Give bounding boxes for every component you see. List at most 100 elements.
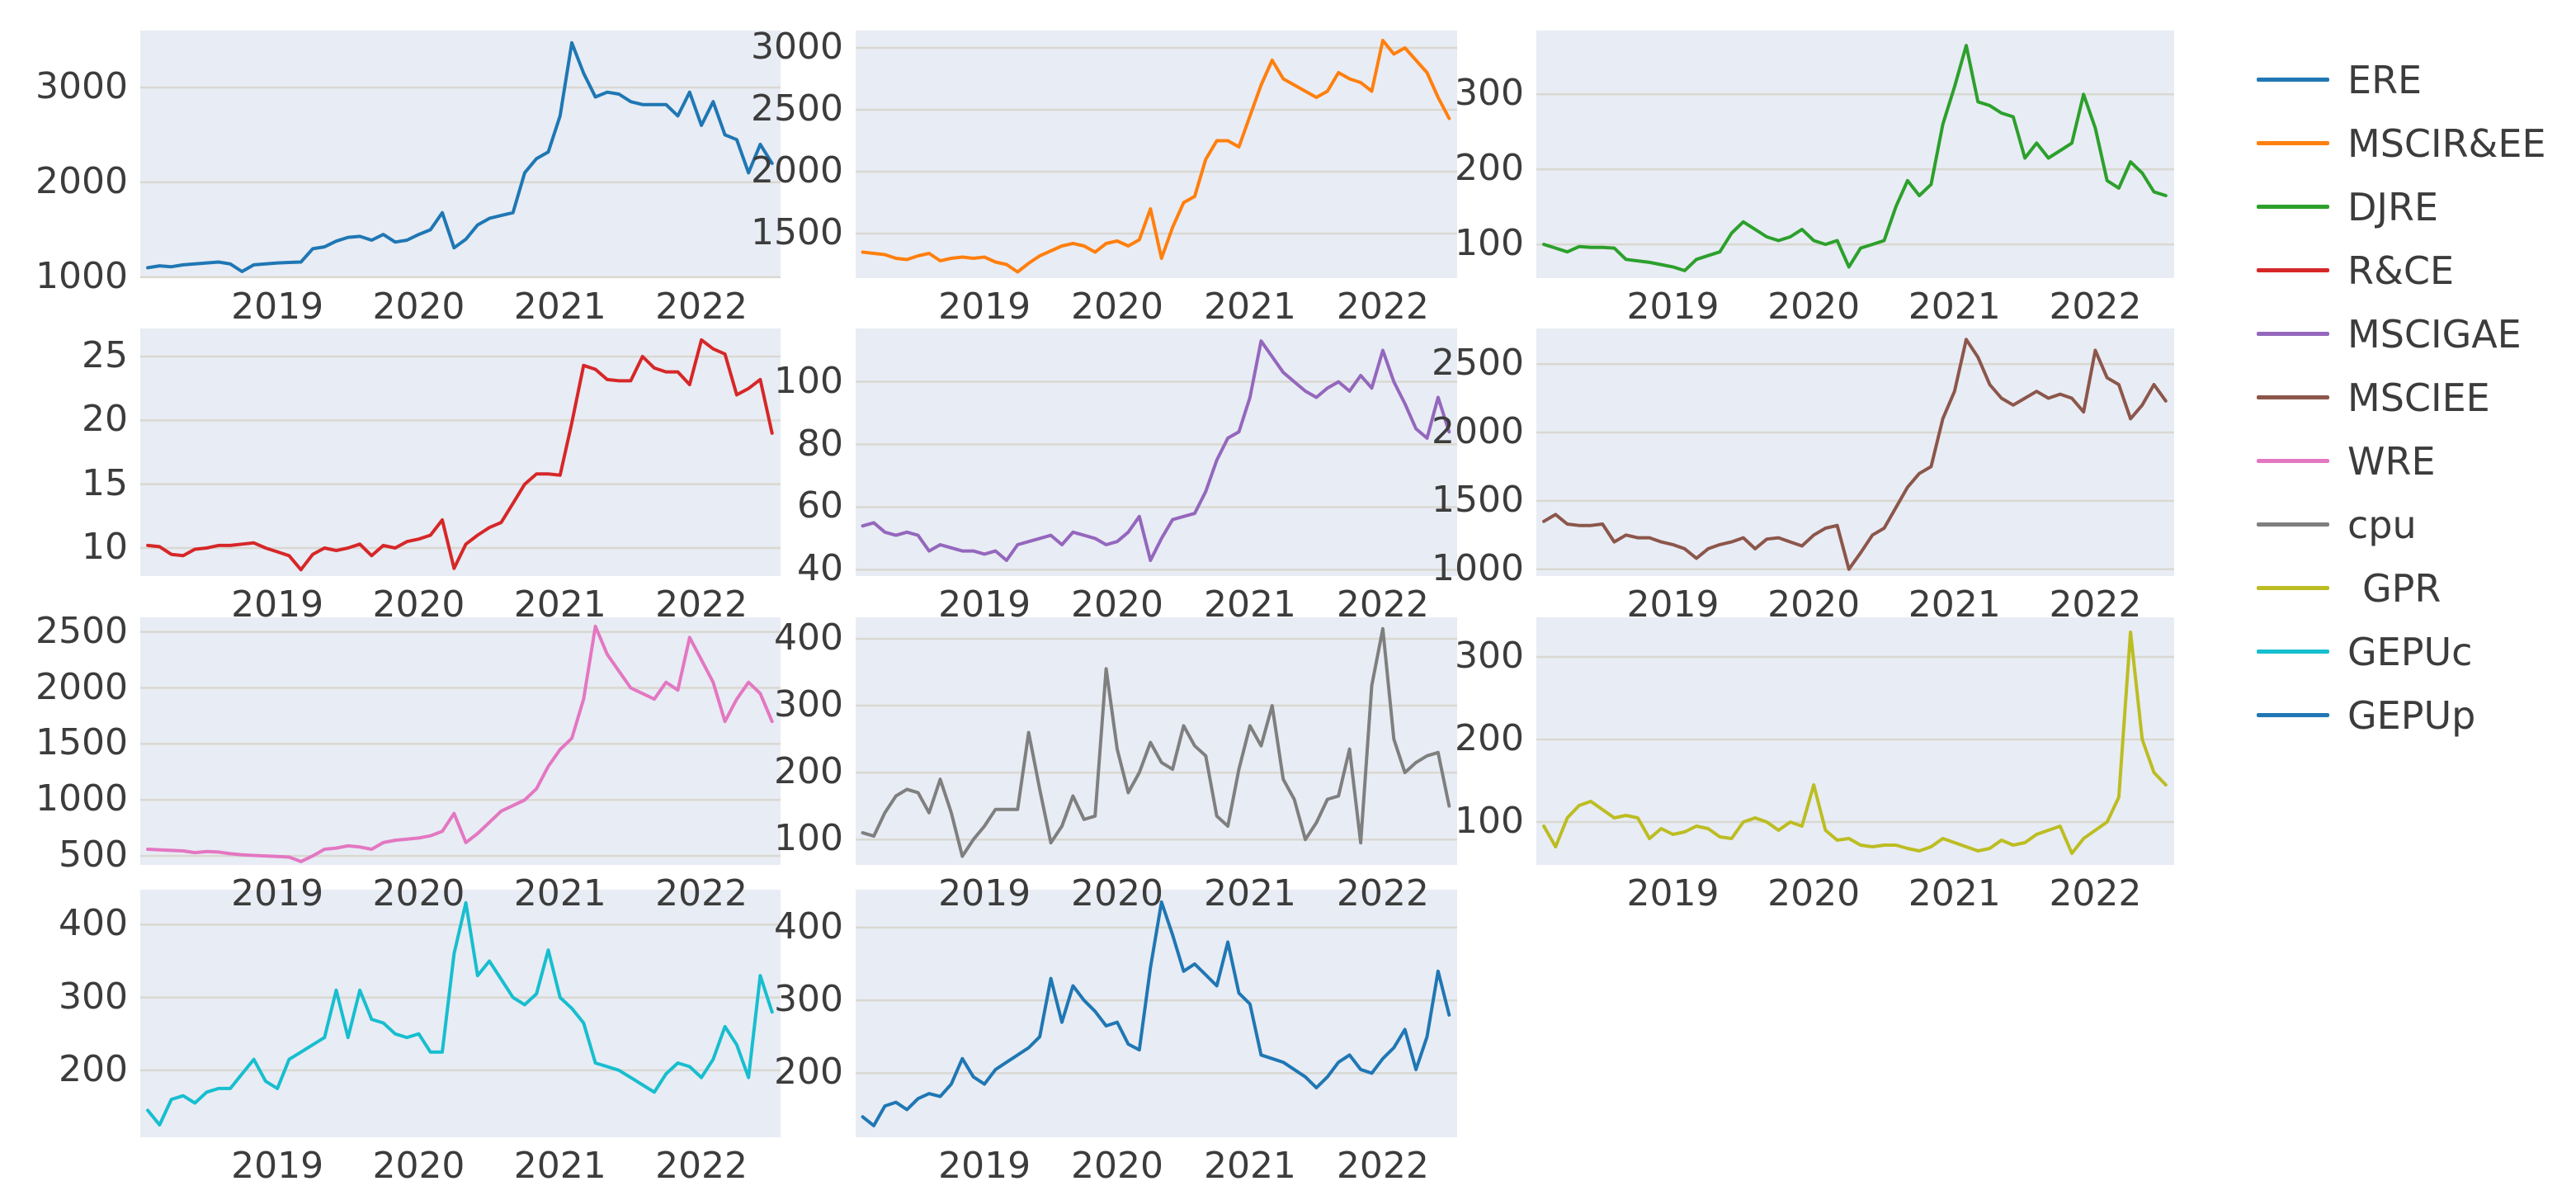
x-tick-label: 2022 [1336,286,1429,328]
x-tick-label: 2022 [2049,286,2142,328]
x-tick-label: 2020 [1767,583,1861,626]
chart-canvas-djre [1536,44,2174,272]
y-tick-label: 10 [82,525,128,568]
legend-label: WRE [2347,438,2436,484]
legend-label: cpu [2347,502,2417,547]
subplot-wre [140,617,781,865]
y-tick-label: 200 [1455,717,1524,759]
x-tick-label: 2022 [1336,872,1429,914]
legend-line-gepup [2257,713,2329,717]
legend-line-wre [2257,459,2329,463]
legend-line-ere [2257,78,2329,82]
x-tick-label: 2022 [2049,583,2142,626]
x-tick-label: 2021 [513,1145,606,1187]
legend-line-msciee [2257,395,2329,399]
legend-label: GEPUp [2347,692,2476,738]
y-tick-label: 1000 [1432,546,1524,589]
y-tick-label: 40 [797,547,843,590]
y-tick-label: 25 [82,334,128,377]
series-line-gpr [1542,631,2168,855]
x-tick-label: 2020 [372,872,465,914]
x-tick-label: 2021 [1203,286,1296,328]
x-tick-label: 2019 [938,872,1031,914]
series-line-ere [146,40,774,273]
series-line-mscir&ee [861,39,1451,274]
x-tick-label: 2022 [1336,1145,1429,1187]
subplot-mscir-ee [856,31,1457,278]
chart-canvas-msciee [1536,338,2174,571]
y-tick-label: 200 [774,750,843,793]
legend-line-cpu [2257,522,2329,527]
x-tick-label: 2020 [1767,872,1861,914]
y-tick-label: 300 [774,683,843,726]
y-tick-label: 200 [1455,147,1524,190]
legend-item-cpu: cpu [2257,493,2570,556]
legend-line-r-ce [2257,268,2329,272]
x-tick-label: 2022 [1336,583,1429,626]
y-tick-label: 1000 [35,254,128,297]
x-tick-label: 2020 [1767,286,1861,328]
x-tick-label: 2022 [655,872,748,914]
x-tick-label: 2021 [1203,583,1296,626]
subplot-ere [140,31,781,278]
x-tick-label: 2019 [1626,286,1720,328]
y-tick-label: 3000 [35,64,128,107]
series-line-djre [1542,44,2168,272]
y-tick-label: 1000 [35,777,128,820]
x-tick-label: 2021 [513,286,606,328]
y-tick-label: 1500 [35,721,128,764]
legend: ERE MSCIR&EE DJRE R&CE MSCIGAE MSCIEE WR… [2257,48,2570,747]
y-tick-label: 100 [774,817,843,860]
legend-line-mscir-ee [2257,141,2329,145]
chart-canvas-wre [140,624,781,863]
legend-item-mscigae: MSCIGAE [2257,302,2570,366]
series-line-r&ce [146,338,774,572]
subplot-mscigae [856,328,1457,576]
y-tick-label: 2500 [751,87,843,130]
chart-canvas-r&ce [140,338,781,572]
x-tick-label: 2020 [372,286,465,328]
x-tick-label: 2019 [231,583,324,626]
legend-item-gpr: GPR [2257,556,2570,620]
y-tick-label: 2500 [1432,342,1524,385]
x-tick-label: 2019 [938,286,1031,328]
x-tick-label: 2020 [1071,286,1163,328]
x-tick-label: 2022 [655,583,748,626]
y-tick-label: 15 [82,461,128,504]
series-line-wre [146,624,774,863]
y-tick-label: 300 [1455,635,1524,677]
x-tick-label: 2020 [1071,872,1163,914]
series-line-gepup [861,900,1451,1127]
x-tick-label: 2021 [513,872,606,914]
x-tick-label: 2021 [513,583,606,626]
series-line-cpu [861,626,1451,858]
chart-canvas-gepup [856,900,1457,1127]
subplot-r-ce [140,328,781,576]
legend-item-ere: ERE [2257,48,2570,111]
x-tick-label: 2019 [231,872,324,914]
legend-line-gepuc [2257,650,2329,654]
legend-item-gepuc: GEPUc [2257,620,2570,683]
legend-item-gepup: GEPUp [2257,683,2570,747]
y-tick-label: 500 [59,834,128,876]
x-tick-label: 2022 [655,286,748,328]
y-tick-label: 200 [59,1047,128,1090]
y-tick-label: 2000 [35,665,128,708]
subplot-djre [1536,31,2174,278]
legend-label: ERE [2347,57,2423,102]
x-tick-label: 2021 [1908,286,2001,328]
y-tick-label: 100 [774,359,843,402]
y-tick-label: 1500 [1432,478,1524,521]
legend-label: MSCIR&EE [2347,120,2546,166]
y-tick-label: 60 [797,484,843,527]
y-tick-label: 3000 [751,26,843,68]
legend-label: DJRE [2347,184,2439,229]
y-tick-label: 2000 [35,159,128,202]
y-tick-label: 300 [1455,72,1524,115]
legend-label: R&CE [2347,248,2455,293]
x-tick-label: 2022 [655,1145,748,1187]
legend-line-djre [2257,205,2329,209]
legend-label: GEPUc [2347,629,2473,674]
legend-label: GPR [2362,565,2442,611]
